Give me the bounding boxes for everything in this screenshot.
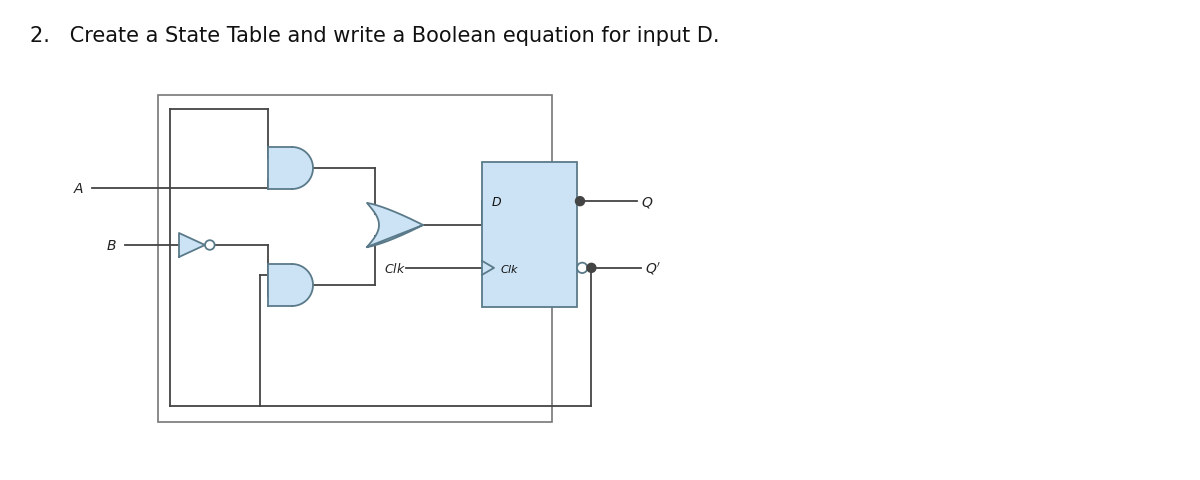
Wedge shape <box>292 148 313 190</box>
Text: $Q'$: $Q'$ <box>646 260 661 276</box>
Bar <box>268 148 292 190</box>
Circle shape <box>587 264 596 273</box>
Text: $A$: $A$ <box>73 181 84 195</box>
Bar <box>268 264 292 306</box>
Polygon shape <box>367 204 424 248</box>
Text: 2.   Create a State Table and write a Boolean equation for input D.: 2. Create a State Table and write a Bool… <box>30 26 720 46</box>
Bar <box>158 96 552 422</box>
Text: $Q$: $Q$ <box>641 194 653 209</box>
Text: $Clk$: $Clk$ <box>500 262 520 274</box>
Circle shape <box>576 197 584 206</box>
Text: $B$: $B$ <box>107 239 118 252</box>
Text: $D$: $D$ <box>491 195 502 208</box>
Text: $Clk$: $Clk$ <box>384 261 406 275</box>
Circle shape <box>577 263 588 274</box>
Wedge shape <box>292 264 313 306</box>
Polygon shape <box>179 233 205 257</box>
Bar <box>482 163 577 307</box>
Circle shape <box>205 240 215 250</box>
